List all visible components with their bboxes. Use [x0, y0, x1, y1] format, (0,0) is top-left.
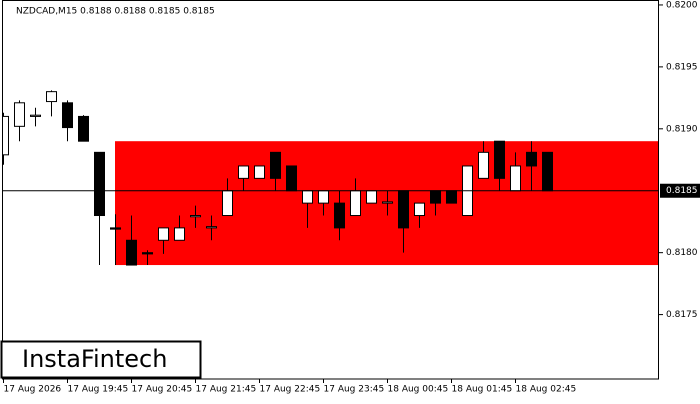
x-tick-label: 17 Aug 2026 [4, 385, 62, 395]
candle-body [478, 151, 489, 179]
candle-body [334, 202, 345, 229]
logo-box [0, 340, 202, 379]
candle-body [142, 252, 153, 255]
candle-body [446, 190, 457, 204]
x-tick-label: 17 Aug 19:45 [68, 385, 129, 395]
candle-body [270, 151, 281, 179]
candle-body [110, 227, 121, 230]
plot-area [3, 90, 659, 266]
x-tick-label: 17 Aug 23:45 [324, 385, 385, 395]
y-tick-label: 0.8190 [666, 124, 698, 134]
x-tick-label: 18 Aug 02:45 [516, 385, 577, 395]
candle-body [238, 165, 249, 179]
candle-body [350, 190, 361, 217]
logo: InstaFintech [22, 345, 167, 373]
candle-body [382, 201, 393, 204]
y-tick-label: 0.8175 [666, 310, 698, 320]
chart-title: NZDCAD,M15 0.8188 0.8188 0.8185 0.8185 [16, 7, 215, 17]
candle-body [62, 102, 73, 129]
current-price-label: 0.8185 [666, 186, 698, 196]
candle-body [206, 226, 217, 229]
candle-body [366, 190, 377, 204]
candle-body [174, 227, 185, 241]
candle-body [158, 227, 169, 241]
x-tick-label: 18 Aug 00:45 [388, 385, 449, 395]
candle-body [526, 151, 537, 167]
candle-body [222, 190, 233, 217]
candle-body [286, 165, 297, 192]
candle-body [190, 215, 201, 218]
y-tick-label: 0.8200 [666, 0, 698, 10]
x-tick-label: 18 Aug 01:45 [452, 385, 513, 395]
candle-body [318, 190, 329, 204]
candle-body [94, 151, 105, 217]
candle-body [14, 102, 25, 127]
candle-body [542, 151, 553, 192]
candle-body [3, 115, 9, 156]
candle-body [46, 91, 57, 103]
candle-body [302, 190, 313, 204]
candle-body [30, 114, 41, 117]
x-tick-label: 17 Aug 20:45 [132, 385, 193, 395]
candle-body [126, 239, 137, 266]
candle-body [254, 165, 265, 179]
candle-body [430, 190, 441, 204]
x-tick-label: 17 Aug 22:45 [260, 385, 321, 395]
candle-body [414, 202, 425, 217]
candle-body [494, 140, 505, 179]
candle-body [398, 190, 409, 229]
plot-frame [2, 0, 659, 380]
x-tick-label: 17 Aug 21:45 [196, 385, 257, 395]
candle-body [510, 165, 521, 192]
current-price-box [660, 183, 700, 198]
candle-body [78, 115, 89, 142]
y-tick-label: 0.8180 [666, 248, 698, 258]
y-tick-label: 0.8195 [666, 62, 698, 72]
